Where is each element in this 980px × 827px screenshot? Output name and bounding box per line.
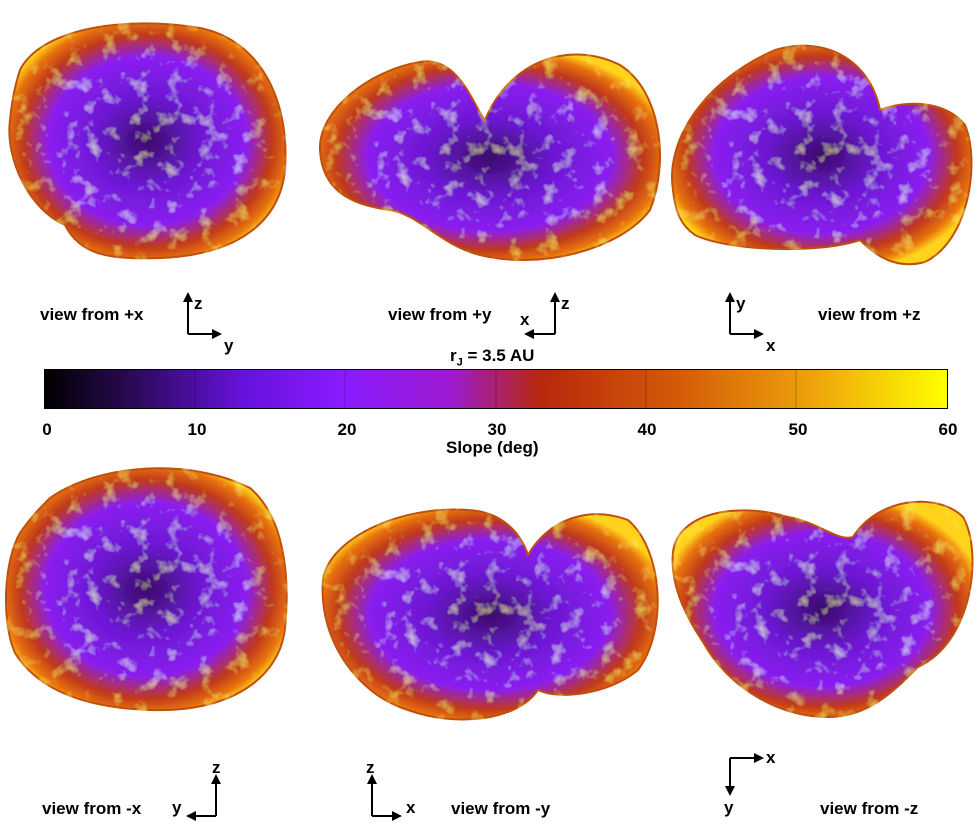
axes-icon-minus-z: x y [720,748,780,817]
view-label-plus-x: view from +x [40,305,144,324]
axis-label-z: z [194,294,203,313]
colorbar-title: rJ = 3.5 AU [450,346,535,369]
colorbar-tick: 0 [42,420,52,439]
axis-label-y: y [172,798,182,817]
axes-icon-plus-y: z x [520,292,580,347]
view-label-plus-y: view from +y [388,305,492,324]
view-label-minus-z: view from -z [820,799,919,818]
axis-label-z: z [561,294,570,313]
colorbar-tick: 10 [187,420,207,439]
axis-label-y: y [224,336,234,355]
axis-label-x: x [766,748,776,767]
axes-icon-minus-y: z x [362,758,422,825]
nucleus-view-minus-z [671,500,974,719]
nucleus-view-plus-z [671,44,973,266]
axis-label-x: x [766,336,776,355]
axes-icon-plus-z: y x [720,292,780,355]
axis-label-x: x [406,798,416,817]
nucleus-view-plus-x [8,22,287,260]
colorbar-tick: 20 [337,420,357,439]
axis-label-z: z [212,758,221,777]
axis-label-z: z [366,758,375,777]
colorbar-xlabel: Slope (deg) [446,438,539,457]
colorbar-tick: 50 [788,420,808,439]
axis-label-x: x [520,310,530,329]
colorbar-tick: 40 [637,420,657,439]
axis-label-y: y [724,798,734,817]
axes-icon-plus-x: z y [178,292,238,355]
colorbar-tick: 60 [938,420,958,439]
view-label-minus-y: view from -y [451,799,551,818]
colorbar-tick: 30 [487,420,507,439]
colorbar [44,369,948,409]
nucleus-view-minus-y [321,508,659,721]
view-label-minus-x: view from -x [42,799,142,818]
nucleus-view-minus-x [4,467,288,712]
axes-icon-minus-x: z y [172,758,240,825]
axis-label-y: y [736,294,746,313]
view-label-plus-z: view from +z [818,305,921,324]
nucleus-view-plus-y [318,53,661,261]
